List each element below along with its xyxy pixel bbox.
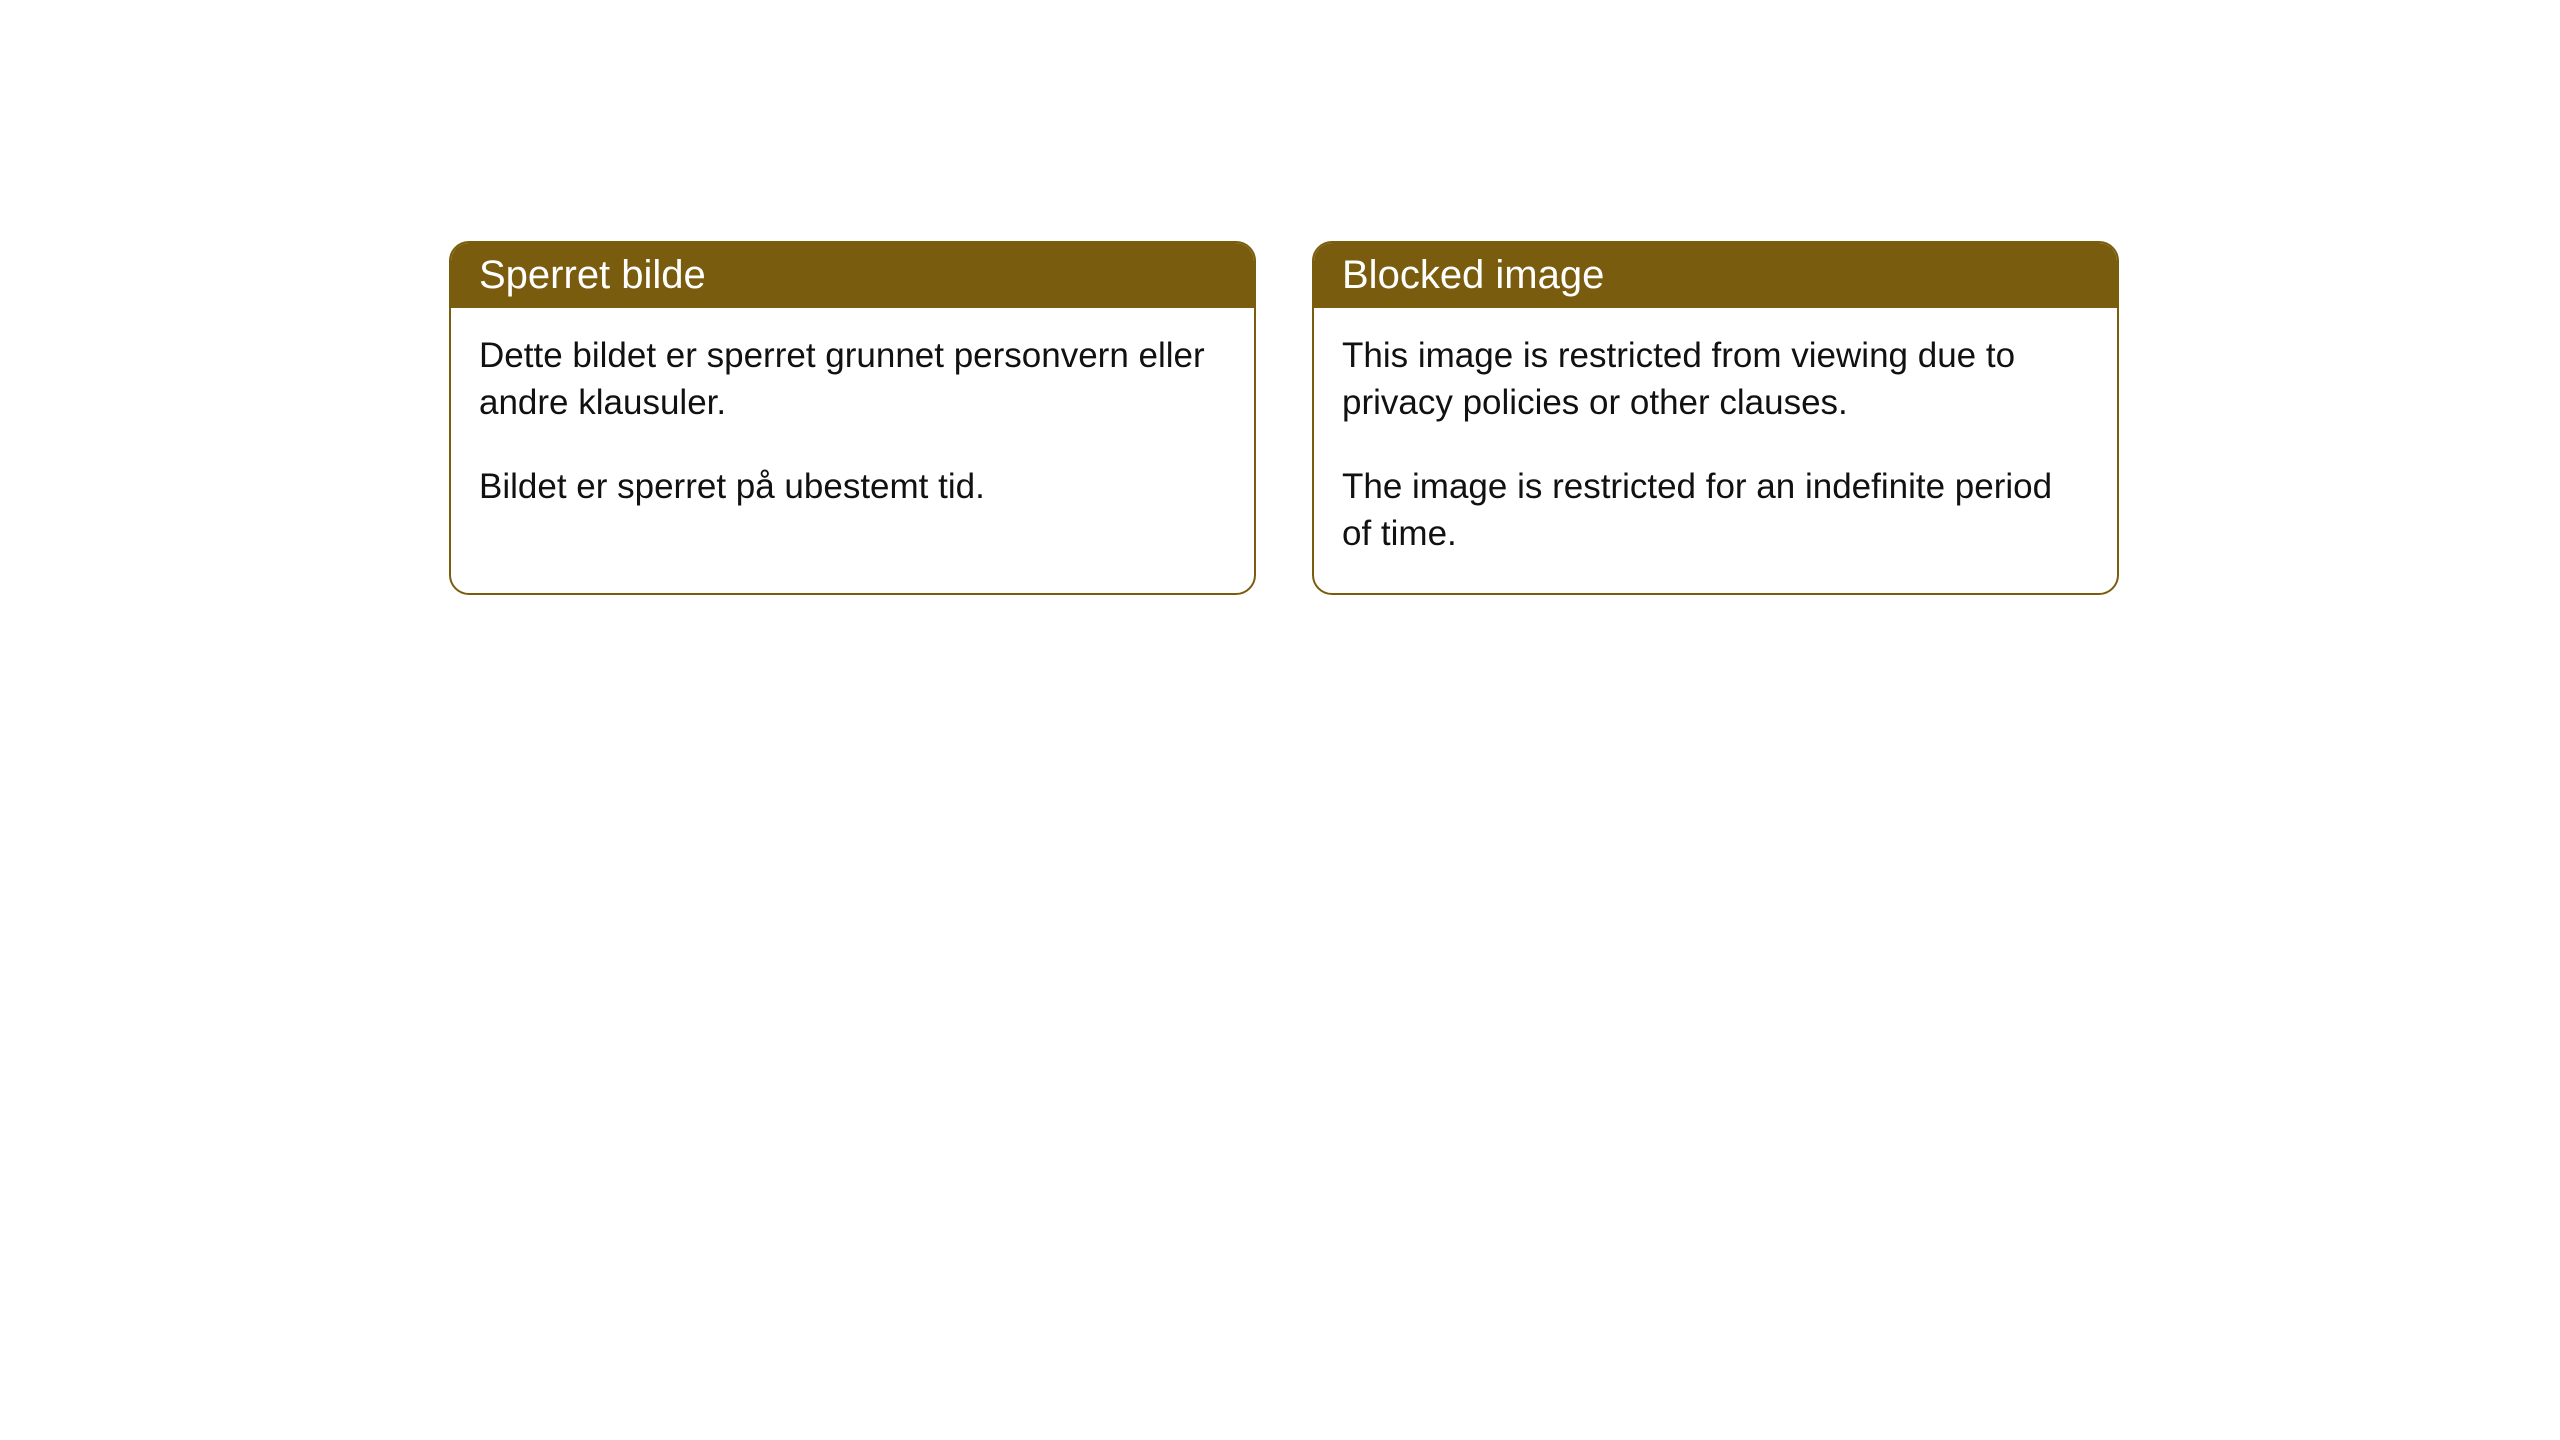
card-title: Blocked image	[1342, 253, 1604, 297]
card-body: This image is restricted from viewing du…	[1314, 308, 2117, 593]
blocked-image-card-no: Sperret bilde Dette bildet er sperret gr…	[449, 241, 1256, 595]
card-header: Sperret bilde	[451, 243, 1254, 308]
blocked-image-card-en: Blocked image This image is restricted f…	[1312, 241, 2119, 595]
notice-cards-container: Sperret bilde Dette bildet er sperret gr…	[449, 241, 2119, 595]
card-body: Dette bildet er sperret grunnet personve…	[451, 308, 1254, 546]
card-paragraph: Bildet er sperret på ubestemt tid.	[479, 463, 1226, 510]
card-header: Blocked image	[1314, 243, 2117, 308]
card-paragraph: This image is restricted from viewing du…	[1342, 332, 2089, 427]
card-paragraph: Dette bildet er sperret grunnet personve…	[479, 332, 1226, 427]
card-title: Sperret bilde	[479, 253, 706, 297]
card-paragraph: The image is restricted for an indefinit…	[1342, 463, 2089, 558]
